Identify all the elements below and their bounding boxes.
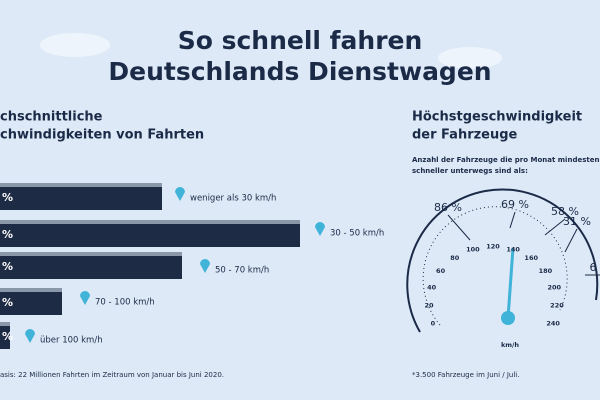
- speed-tick: 220: [550, 302, 564, 310]
- speed-tick: 120: [486, 242, 500, 250]
- percentage-label: 86 %: [434, 201, 462, 214]
- bar-label: %: [2, 296, 13, 309]
- bar-label: %: [2, 330, 13, 343]
- speed-tick: 240: [546, 320, 560, 328]
- pin-icon: [315, 222, 325, 236]
- leader-line: [544, 218, 566, 236]
- unit: km/h: [501, 341, 519, 349]
- road-bar: [0, 288, 62, 315]
- road-bar: [0, 252, 182, 279]
- percentage-label: 69 %: [501, 198, 529, 211]
- speed-tick: 160: [524, 254, 538, 262]
- speed-tick: 140: [506, 245, 520, 253]
- bar-category: 50 - 70 km/h: [215, 266, 269, 276]
- bar-category: weniger als 30 km/h: [190, 194, 276, 204]
- percentage-label: 31 %: [563, 215, 591, 228]
- subtitle: schneller unterwegs sind als:: [412, 167, 528, 175]
- pin-icon: [25, 329, 35, 343]
- speed-tick: 0: [431, 320, 436, 328]
- percentage-label: 58 %: [551, 205, 579, 218]
- leader-line: [564, 228, 578, 253]
- bar-label: %: [2, 228, 13, 241]
- section-heading: chschnittliche: [0, 110, 103, 125]
- title-line: So schnell fahren: [178, 26, 423, 55]
- speed-tick: 80: [450, 254, 460, 262]
- cloud: [40, 33, 110, 57]
- pin-icon: [80, 291, 90, 305]
- section-heading: chwindigkeiten von Fahrten: [0, 128, 204, 143]
- title-line: Deutschlands Dienstwagen: [108, 57, 491, 86]
- bar-label: %: [2, 191, 13, 204]
- footnote: asis: 22 Millionen Fahrten im Zeitraum v…: [0, 371, 224, 379]
- speed-tick: 200: [548, 283, 562, 291]
- road-edge: [0, 322, 10, 326]
- cloud: [438, 47, 502, 69]
- bar-category: 70 - 100 km/h: [95, 298, 155, 308]
- bar-group: % weniger als 30 km/h% 30 - 50 km/h% 50 - 7…: [0, 183, 384, 349]
- speed-tick: 180: [539, 267, 553, 275]
- bar-category: über 100 km/h: [40, 336, 103, 346]
- pin-icon: [200, 259, 210, 273]
- leader-line: [447, 214, 471, 241]
- gauge-arc: [406, 188, 599, 333]
- section-heading: Höchstgeschwindigkeit: [412, 110, 582, 125]
- speed-tick: 40: [427, 283, 437, 291]
- section-heading: der Fahrzeuge: [412, 128, 518, 143]
- road-bar: [0, 183, 162, 210]
- subtitle: Anzahl der Fahrzeuge die pro Monat minde…: [412, 156, 600, 164]
- pin-icon: [175, 187, 185, 201]
- road-bar: [0, 322, 10, 349]
- bar-label: %: [2, 260, 13, 273]
- road-edge: [0, 183, 162, 187]
- road-edge: [0, 288, 62, 292]
- speed-tick: 100: [466, 245, 480, 253]
- speed-tick: 60: [436, 267, 446, 275]
- footnote: *3.500 Fahrzeuge im Juni / Juli.: [412, 371, 519, 379]
- road-edge: [0, 220, 300, 224]
- road-bar: [0, 220, 300, 247]
- road-edge: [0, 252, 182, 256]
- leader-line: [509, 211, 516, 229]
- speed-tick: 20: [425, 302, 435, 310]
- needle-hub: [501, 311, 515, 325]
- bar-category: 30 - 50 km/h: [330, 229, 384, 239]
- percentage-label: 6 %: [590, 261, 600, 274]
- needle: [506, 247, 515, 319]
